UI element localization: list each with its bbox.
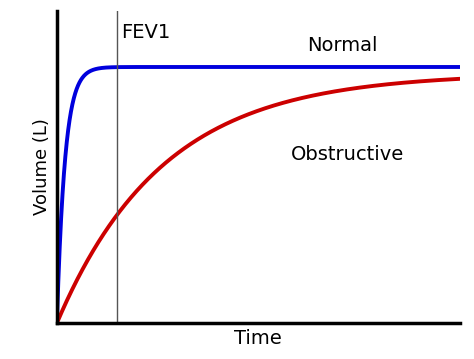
Text: Obstructive: Obstructive [291, 145, 404, 164]
Text: Normal: Normal [307, 36, 377, 55]
Y-axis label: Volume (L): Volume (L) [33, 118, 51, 215]
X-axis label: Time: Time [235, 328, 282, 348]
Text: FEV1: FEV1 [121, 23, 171, 42]
